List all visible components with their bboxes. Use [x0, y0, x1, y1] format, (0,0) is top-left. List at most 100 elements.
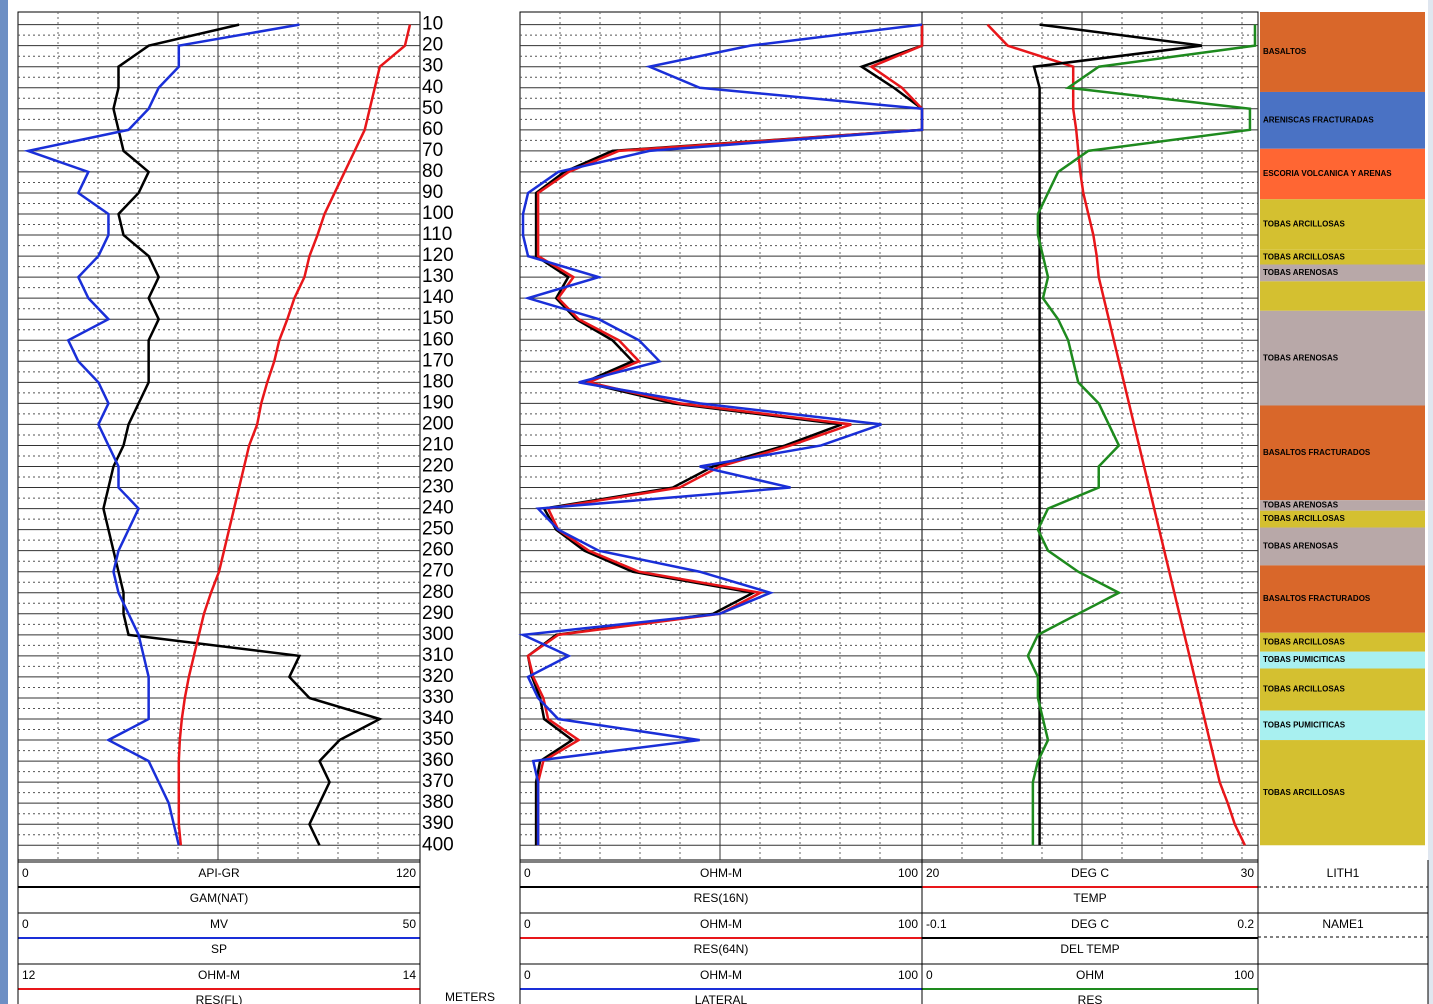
depth-label: 390	[422, 813, 454, 834]
depth-label: 220	[422, 456, 454, 477]
depth-label: 310	[422, 645, 454, 666]
depth-label: 80	[422, 161, 443, 182]
lith-name: ARENISCAS FRACTURADAS	[1263, 115, 1374, 124]
scale-min: 0	[524, 968, 531, 982]
depth-label: 160	[422, 329, 454, 350]
curve-name: LATERAL	[695, 993, 748, 1004]
depth-label: 350	[422, 729, 454, 750]
scale-max: 100	[898, 968, 918, 982]
scale-min: 0	[524, 866, 531, 880]
scale-min: 0	[22, 866, 29, 880]
depth-label: 240	[422, 498, 454, 519]
lith-name: TOBAS ARCILLOSAS	[1263, 220, 1345, 229]
depth-label: 100	[422, 203, 454, 224]
depth-label: 110	[422, 224, 452, 245]
lith-name: BASALTOS	[1263, 47, 1307, 56]
unit: OHM	[1076, 968, 1104, 982]
lith-name: TOBAS ARCILLOSAS	[1263, 252, 1345, 261]
lith-name: BASALTOS FRACTURADOS	[1263, 448, 1371, 457]
depth-label: 260	[422, 540, 454, 561]
curve-name: SP	[211, 942, 227, 956]
depth-label: 20	[422, 35, 443, 56]
scale-min: 12	[22, 968, 36, 982]
scale-min: 0	[524, 917, 531, 931]
lith-name: TOBAS ARCILLOSAS	[1263, 788, 1345, 797]
scale-max: 30	[1241, 866, 1255, 880]
depth-label: 130	[422, 266, 454, 287]
depth-label: 320	[422, 666, 454, 687]
well-log: METERS 102030405060708090100110120130140…	[0, 0, 1433, 1004]
depth-label: 370	[422, 771, 454, 792]
curve-name: TEMP	[1073, 891, 1106, 905]
scale-min: -0.1	[926, 917, 947, 931]
unit: OHM-M	[700, 917, 742, 931]
curve-name: RES(64N)	[694, 942, 749, 956]
unit: OHM-M	[700, 866, 742, 880]
depth-label: 40	[422, 77, 443, 98]
lith-name: BASALTOS FRACTURADOS	[1263, 594, 1371, 603]
lith-name: TOBAS ARCILLOSAS	[1263, 685, 1345, 694]
scale-min: 20	[926, 866, 940, 880]
depth-label: 300	[422, 624, 454, 645]
track-frame	[520, 12, 922, 860]
lith-interval	[1260, 281, 1425, 310]
unit: OHM-M	[198, 968, 240, 982]
unit: API-GR	[198, 866, 240, 880]
unit: DEG C	[1071, 866, 1109, 880]
lith-name: TOBAS ARCILLOSAS	[1263, 637, 1345, 646]
depth-label: 200	[422, 413, 454, 434]
unit: OHM-M	[700, 968, 742, 982]
depth-label: 400	[422, 834, 454, 855]
lith-name: TOBAS ARCILLOSAS	[1263, 514, 1345, 523]
depth-label: 270	[422, 561, 454, 582]
curve-name: RES(16N)	[694, 891, 749, 905]
depth-label: 250	[422, 519, 454, 540]
depth-label: 90	[422, 182, 443, 203]
depth-label: 30	[422, 56, 443, 77]
lith-name: TOBAS ARENOSAS	[1263, 353, 1339, 362]
depth-label: 190	[422, 392, 454, 413]
depth-label: 140	[422, 287, 454, 308]
scale-max: 100	[898, 917, 918, 931]
window-edge	[0, 0, 8, 1004]
lith-name: TOBAS ARENOSAS	[1263, 501, 1339, 510]
name-header: NAME1	[1322, 917, 1364, 931]
scale-min: 0	[22, 917, 29, 931]
depth-label: 70	[422, 140, 443, 161]
scale-max: 120	[396, 866, 416, 880]
unit: DEG C	[1071, 917, 1109, 931]
unit: MV	[210, 917, 228, 931]
lith-name: TOBAS PUMICITICAS	[1263, 720, 1346, 729]
scale-max: 14	[403, 968, 417, 982]
depth-label: 340	[422, 708, 454, 729]
curve-name: GAM(NAT)	[190, 891, 248, 905]
depth-label: 120	[422, 245, 454, 266]
curve-name: RES	[1078, 993, 1103, 1004]
depth-label: 380	[422, 792, 454, 813]
scale-max: 0.2	[1237, 917, 1254, 931]
scale-max: 100	[1234, 968, 1254, 982]
depth-label: 210	[422, 434, 454, 455]
depth-unit: METERS	[445, 990, 495, 1004]
lith-name: TOBAS PUMICITICAS	[1263, 655, 1346, 664]
depth-label: 60	[422, 119, 443, 140]
depth-label: 280	[422, 582, 454, 603]
lith-name: TOBAS ARENOSAS	[1263, 268, 1339, 277]
lith-header: LITH1	[1327, 866, 1360, 880]
depth-label: 10	[422, 14, 443, 35]
scale-max: 100	[898, 866, 918, 880]
depth-label: 180	[422, 371, 454, 392]
depth-label: 50	[422, 98, 443, 119]
scale-max: 50	[403, 917, 417, 931]
depth-label: 330	[422, 687, 454, 708]
curve-name: RES(FL)	[196, 993, 243, 1004]
depth-label: 290	[422, 603, 454, 624]
lith-name: TOBAS ARENOSAS	[1263, 542, 1339, 551]
scale-min: 0	[926, 968, 933, 982]
depth-label: 150	[422, 308, 454, 329]
depth-label: 360	[422, 750, 454, 771]
depth-label: 230	[422, 477, 454, 498]
scroll-edge	[1428, 0, 1433, 1004]
lith-name: ESCORIA VOLCANICA Y ARENAS	[1263, 169, 1392, 178]
curve-name: DEL TEMP	[1060, 942, 1119, 956]
